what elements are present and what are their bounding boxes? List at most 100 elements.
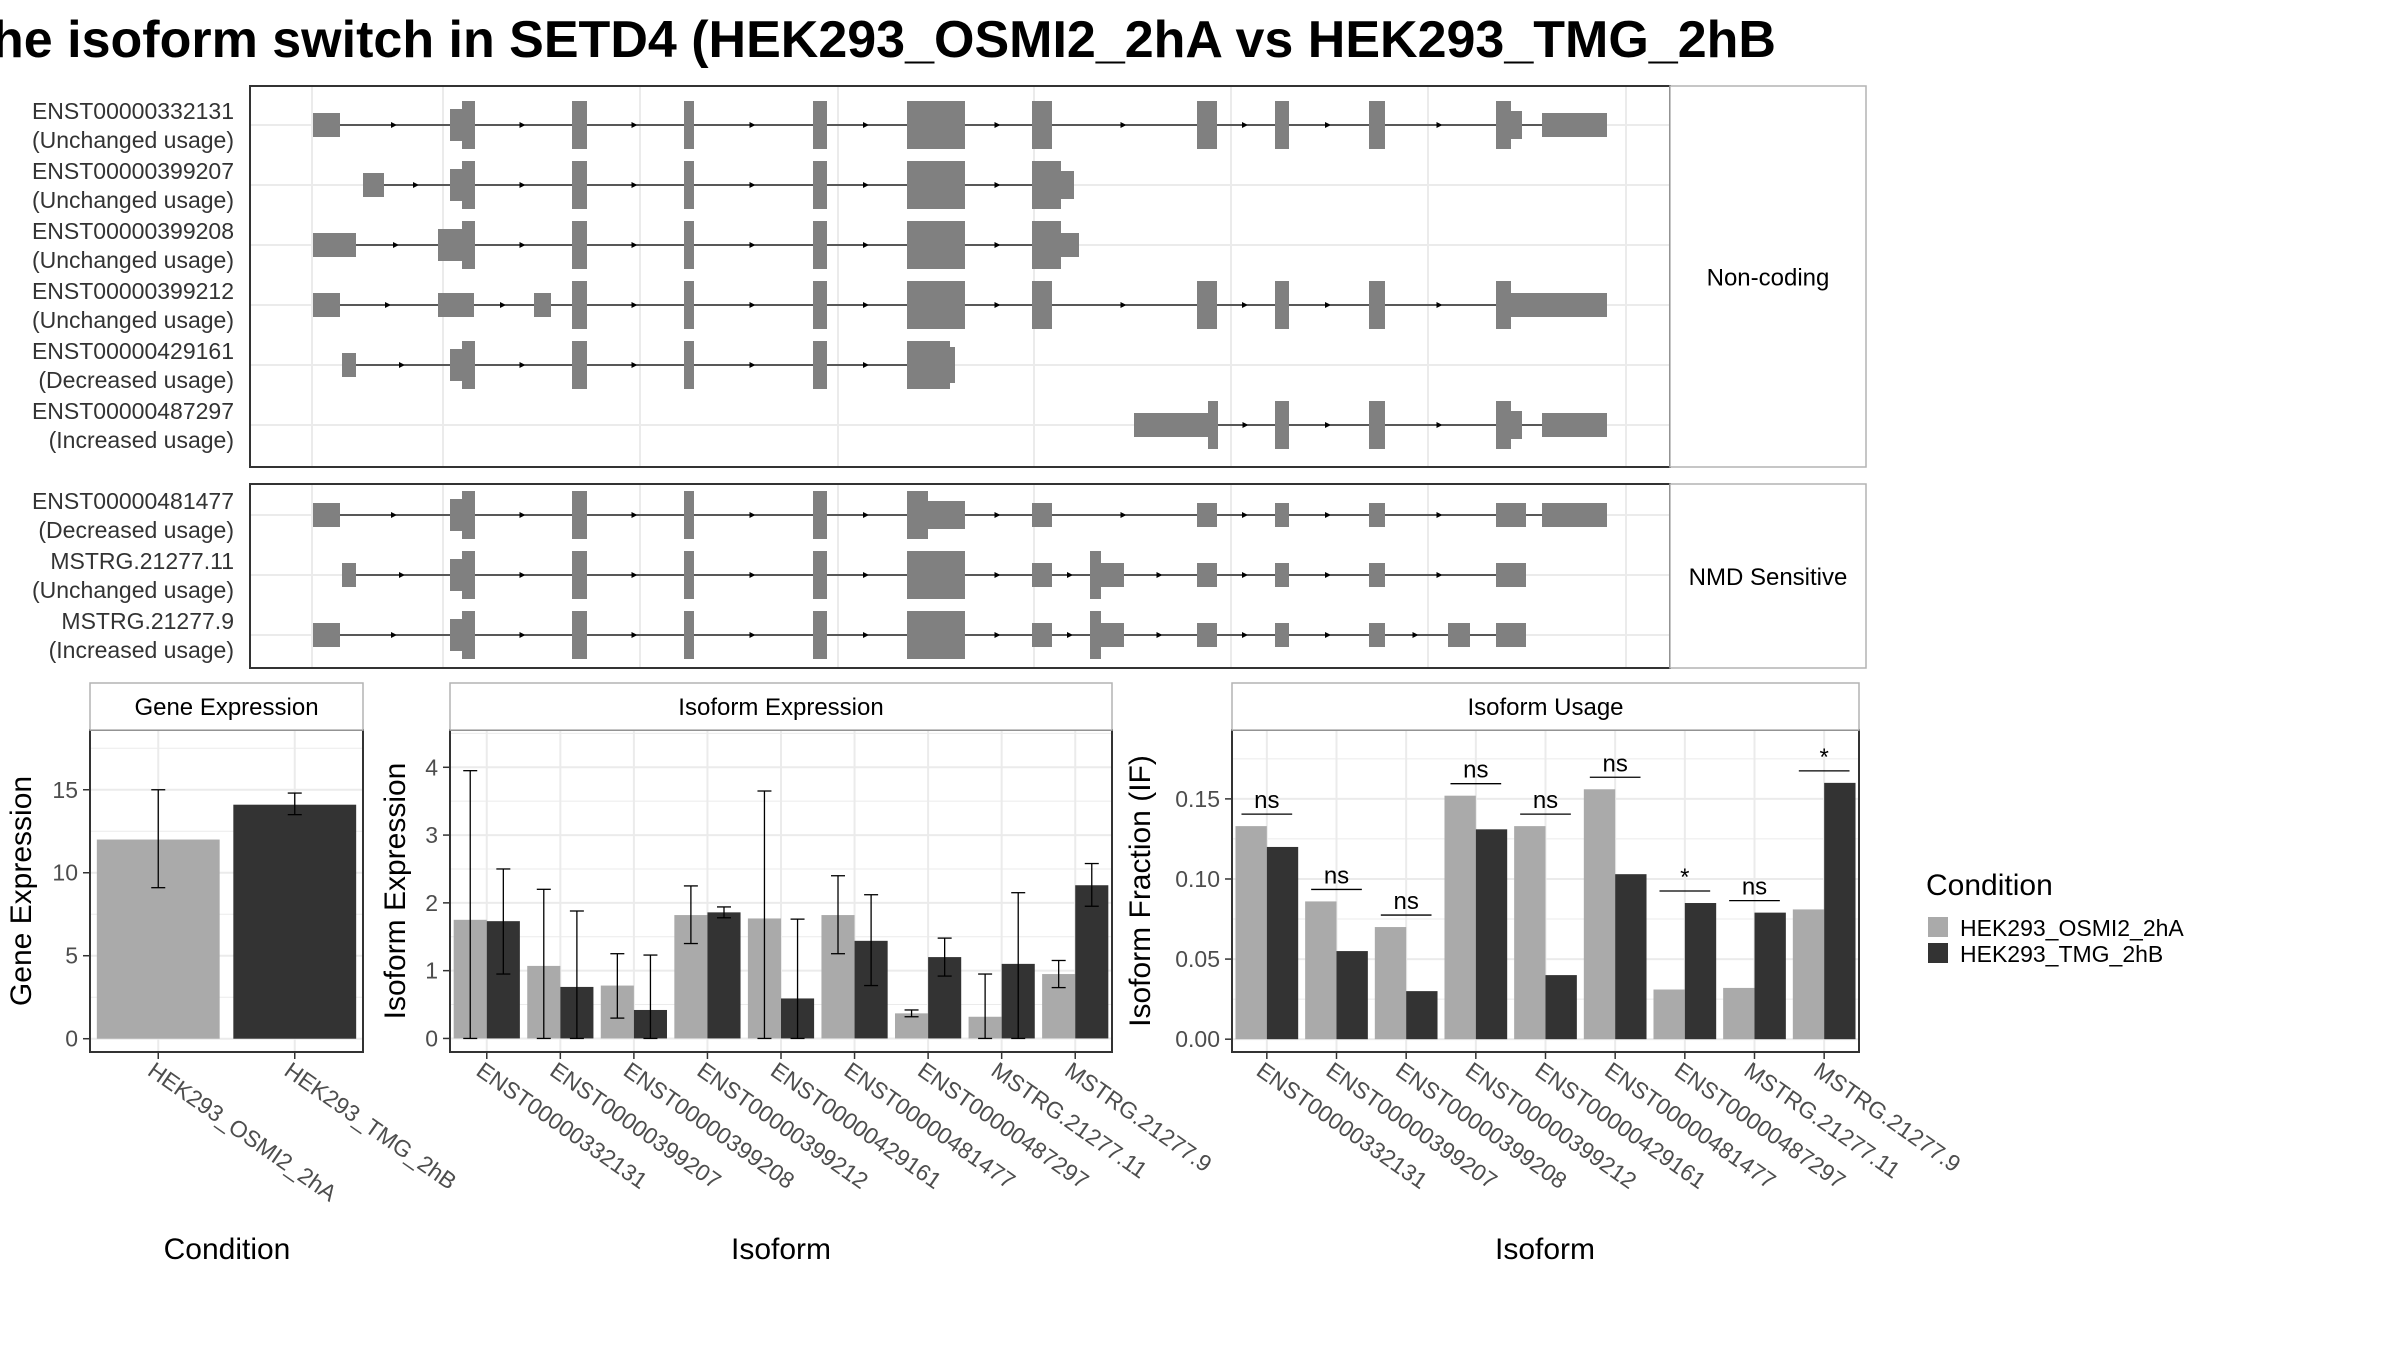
exon-block — [313, 503, 340, 527]
exon-block — [313, 293, 340, 317]
strand-arrow — [393, 242, 399, 248]
exon-block — [907, 161, 965, 209]
significance-label: ns — [1393, 888, 1418, 915]
exon-block — [1496, 401, 1511, 449]
significance-label: * — [1819, 744, 1828, 771]
strand-arrow — [994, 572, 1001, 578]
exon-block — [1511, 293, 1607, 317]
exon-block — [572, 341, 587, 389]
significance-label: ns — [1602, 750, 1627, 777]
exon-block — [462, 341, 475, 389]
bar-MSTRG.21277.11-series-1 — [1754, 912, 1786, 1040]
strand-arrow — [749, 122, 756, 128]
strand-arrow — [1067, 572, 1073, 578]
exon-block — [1369, 101, 1385, 149]
strand-arrow — [1436, 302, 1443, 308]
transcript-row: ENST00000481477 (Decreased usage) — [32, 488, 1607, 543]
significance-label: ns — [1324, 862, 1349, 889]
significance-label: ns — [1463, 757, 1488, 784]
exon-block — [813, 161, 827, 209]
exon-block — [684, 221, 694, 269]
x-axis-label: Isoform — [731, 1233, 831, 1266]
strand-arrow — [749, 572, 756, 578]
exon-block — [1496, 503, 1526, 527]
structure-strip-label: Non-coding — [1707, 265, 1830, 292]
exon-block — [1369, 563, 1385, 587]
exon-block — [462, 161, 475, 209]
exon-block — [813, 611, 827, 659]
transcript-usage-label: (Increased usage) — [49, 637, 234, 663]
strand-arrow — [863, 572, 869, 578]
strand-arrow — [749, 512, 756, 518]
strand-arrow — [1325, 422, 1331, 428]
significance-label: ns — [1533, 787, 1558, 814]
strand-arrow — [1156, 632, 1163, 638]
exon-block — [572, 161, 587, 209]
exon-block — [684, 101, 694, 149]
y-tick-label: 1 — [425, 958, 438, 984]
exon-block — [813, 491, 827, 539]
bar-panel-strip — [449, 682, 1113, 731]
bar-MSTRG.21277.11-series-0 — [1723, 987, 1755, 1040]
strand-arrow — [749, 362, 756, 368]
exon-block — [1032, 221, 1061, 269]
bar-ENST00000481477-series-0 — [1583, 789, 1616, 1040]
exon-block — [1134, 413, 1208, 437]
bar-ENST00000429161-series-1 — [1545, 975, 1577, 1040]
strand-arrow — [1436, 122, 1443, 128]
significance-label: ns — [1742, 874, 1767, 901]
x-axis-label: Condition — [164, 1233, 291, 1266]
exon-block — [450, 109, 462, 141]
exon-block — [438, 293, 474, 317]
exon-block — [1197, 503, 1217, 527]
y-tick-label: 4 — [425, 754, 438, 780]
exon-block — [907, 281, 965, 329]
exon-block — [1101, 623, 1124, 647]
bar-ENST00000481477-series-1 — [1615, 874, 1647, 1040]
exon-block — [1275, 281, 1289, 329]
exon-block — [684, 491, 694, 539]
exon-block — [907, 341, 950, 389]
transcript-usage-label: (Unchanged usage) — [32, 577, 234, 603]
exon-block — [1542, 113, 1607, 137]
strand-arrow — [1242, 422, 1249, 428]
strand-arrow — [863, 122, 869, 128]
exon-block — [342, 563, 356, 587]
bar-ENST00000399212-series-1 — [707, 912, 741, 1039]
strand-arrow — [1242, 512, 1248, 518]
legend-label-condition-a: HEK293_OSMI2_2hA — [1960, 915, 2184, 941]
exon-block — [907, 101, 965, 149]
transcript-id-label: MSTRG.21277.11 — [50, 548, 234, 574]
bar-ENST00000399207-series-1 — [1336, 951, 1368, 1040]
exon-block — [1275, 101, 1289, 149]
y-tick-label: 2 — [425, 890, 438, 916]
strand-arrow — [399, 362, 405, 368]
strand-arrow — [994, 512, 1001, 518]
y-tick-label: 0.10 — [1175, 866, 1220, 892]
strand-arrow — [994, 302, 1001, 308]
exon-block — [572, 221, 587, 269]
bar-ENST00000487297-series-1 — [1684, 903, 1717, 1040]
transcript-structure-panel: Non-coding ENST00000332131 (Unchanged usag… — [32, 85, 1867, 669]
exon-block — [1369, 281, 1385, 329]
strand-arrow — [1412, 632, 1419, 638]
exon-block — [1032, 563, 1052, 587]
exon-block — [450, 499, 462, 531]
exon-block — [1448, 623, 1470, 647]
exon-block — [684, 611, 694, 659]
transcript-usage-label: (Decreased usage) — [38, 517, 234, 543]
strand-arrow — [1325, 572, 1331, 578]
exon-block — [462, 221, 475, 269]
strand-arrow — [519, 182, 526, 188]
strand-arrow — [413, 182, 419, 188]
transcript-id-label: ENST00000332131 — [32, 98, 234, 124]
exon-block — [1032, 281, 1052, 329]
transcript-usage-label: (Increased usage) — [49, 427, 234, 453]
exon-block — [462, 491, 475, 539]
exon-block — [1496, 563, 1526, 587]
structure-strip — [1669, 483, 1867, 669]
transcript-row: MSTRG.21277.9 (Increased usage) — [49, 608, 1526, 663]
exon-block — [1090, 611, 1101, 659]
exon-block — [1496, 101, 1511, 149]
exon-block — [813, 281, 827, 329]
